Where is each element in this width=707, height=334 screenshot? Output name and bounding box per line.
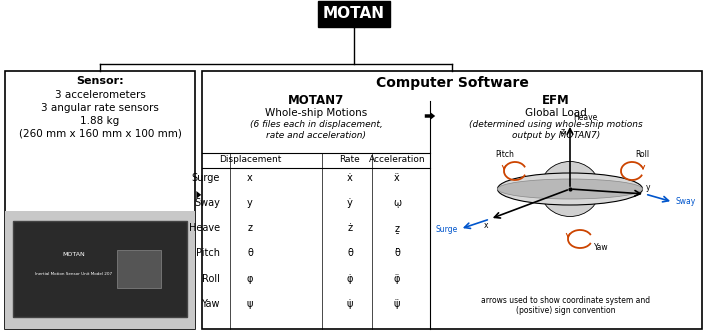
Text: 3 angular rate sensors: 3 angular rate sensors <box>41 103 159 113</box>
FancyBboxPatch shape <box>117 250 161 288</box>
Text: ψ: ψ <box>247 299 253 309</box>
Ellipse shape <box>498 173 643 205</box>
Text: φ: φ <box>247 274 253 284</box>
Text: Yaw: Yaw <box>594 243 609 252</box>
Text: ẋ: ẋ <box>347 173 353 183</box>
Text: Inertial Motion Sensor Unit Model 207: Inertial Motion Sensor Unit Model 207 <box>35 272 112 276</box>
Text: ψ̇: ψ̇ <box>347 299 354 309</box>
Text: (determined using whole-ship motions
output by MOTAN7): (determined using whole-ship motions out… <box>469 120 643 140</box>
Text: ẍ: ẍ <box>394 173 400 183</box>
Text: Yaw: Yaw <box>201 299 220 309</box>
Text: Displacement: Displacement <box>218 155 281 164</box>
FancyBboxPatch shape <box>202 71 702 329</box>
Text: y: y <box>247 198 253 208</box>
Text: 1.88 kg: 1.88 kg <box>81 116 119 126</box>
Text: Sway: Sway <box>194 198 220 208</box>
FancyBboxPatch shape <box>5 211 195 329</box>
Text: (260 mm x 160 mm x 100 mm): (260 mm x 160 mm x 100 mm) <box>18 129 182 139</box>
Text: MOTAN7: MOTAN7 <box>288 94 344 107</box>
Ellipse shape <box>498 179 643 199</box>
Text: Heave: Heave <box>189 223 220 233</box>
Text: Sway: Sway <box>675 197 695 206</box>
Text: x: x <box>484 221 488 230</box>
Text: MOTAN: MOTAN <box>323 6 385 21</box>
Text: φ̈: φ̈ <box>394 274 400 284</box>
Text: (6 files each in displacement,
rate and acceleration): (6 files each in displacement, rate and … <box>250 120 382 140</box>
Text: MOTAN: MOTAN <box>62 252 86 257</box>
Ellipse shape <box>540 162 600 216</box>
FancyBboxPatch shape <box>5 71 195 329</box>
Text: θ: θ <box>247 248 253 259</box>
Text: arrows used to show coordinate system and
(positive) sign convention: arrows used to show coordinate system an… <box>481 296 650 315</box>
Text: Rate: Rate <box>339 155 361 164</box>
Text: Heave: Heave <box>573 113 597 122</box>
Text: Pitch: Pitch <box>196 248 220 259</box>
Text: ẕ: ẕ <box>395 223 399 233</box>
Text: ż: ż <box>347 223 353 233</box>
Text: Whole-ship Motions: Whole-ship Motions <box>265 108 367 118</box>
Text: Sensor:: Sensor: <box>76 76 124 86</box>
Text: Global Load: Global Load <box>525 108 587 118</box>
Text: Roll: Roll <box>202 274 220 284</box>
Text: φ̇: φ̇ <box>346 274 354 284</box>
Text: θ̈: θ̈ <box>394 248 400 259</box>
Text: Surge: Surge <box>192 173 220 183</box>
Text: Acceleration: Acceleration <box>368 155 426 164</box>
Text: ẏ: ẏ <box>347 198 353 208</box>
Text: x: x <box>247 173 253 183</box>
Text: z: z <box>561 128 565 137</box>
Text: ῳ: ῳ <box>393 198 401 208</box>
Text: Computer Software: Computer Software <box>375 76 528 90</box>
FancyBboxPatch shape <box>13 221 187 317</box>
Text: θ̇: θ̇ <box>347 248 353 259</box>
Text: Roll: Roll <box>635 150 649 159</box>
Text: z: z <box>247 223 252 233</box>
Text: Pitch: Pitch <box>496 150 515 159</box>
Text: 3 accelerometers: 3 accelerometers <box>54 90 146 100</box>
Text: Surge: Surge <box>436 224 458 233</box>
Text: ψ̈: ψ̈ <box>394 299 400 309</box>
Text: y: y <box>646 183 650 192</box>
Text: EFM: EFM <box>542 94 570 107</box>
